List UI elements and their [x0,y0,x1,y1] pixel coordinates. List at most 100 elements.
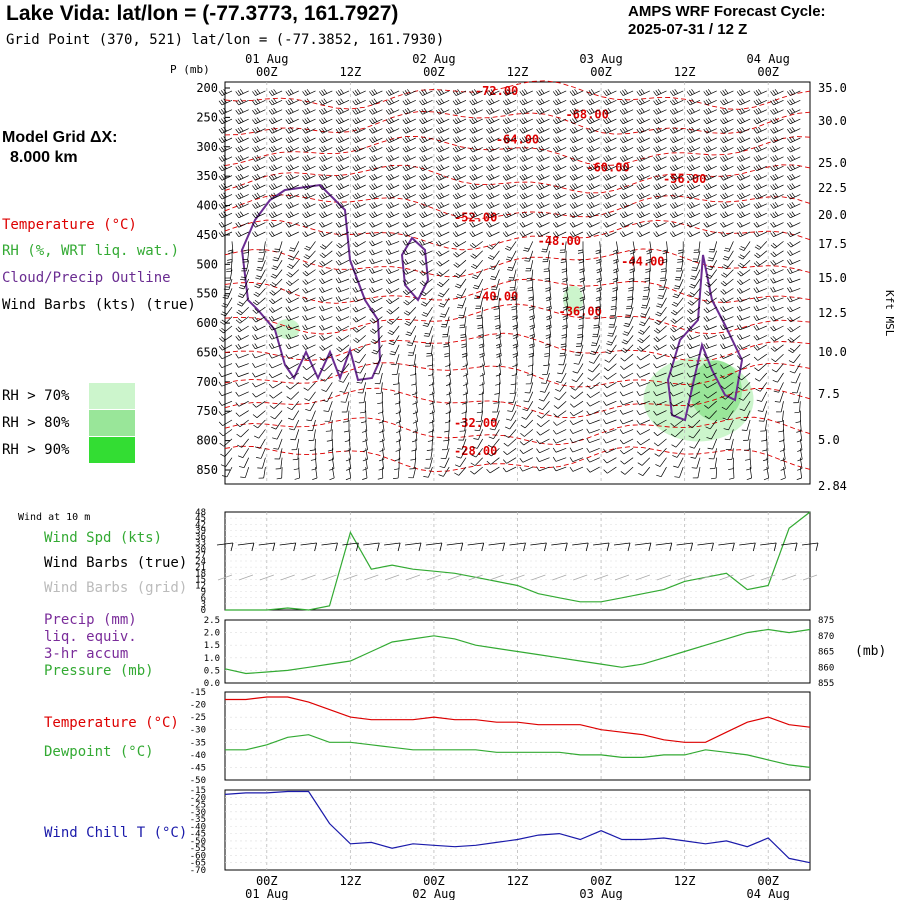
wind-barb-flag [390,89,394,94]
wind-barb-staff [530,372,534,384]
wind-barb-flag [456,456,462,459]
wind-barb-staff [465,354,468,366]
wind-barb-staff [306,363,316,371]
wind-barb [402,173,416,181]
wind-barb-staff [706,212,717,219]
wind-barb-flag [369,157,373,162]
wind-barb [252,192,266,200]
wind-barb-flag [285,334,289,340]
wind-barb [302,305,316,312]
wind-barb [419,89,433,96]
wind-barb-staff [639,99,650,106]
wind-barb-flag [555,174,559,180]
wind-barb-flag [542,248,548,250]
wind-barb-flag [507,145,511,151]
wind-barb-flag [435,194,440,200]
wind-barb-staff [389,297,400,305]
wind-barb [453,259,467,268]
wind-barb-flag [252,326,256,332]
wind-barb-flag [421,193,426,199]
wind-barb [436,269,450,277]
wind-barb-flag [423,335,429,337]
wind-barb-flag [703,204,708,209]
wind-barb-staff [622,400,634,406]
wind-barb [653,126,667,134]
wind-barb-staff [640,438,650,446]
wind-barb-flag [519,91,524,96]
wind-barb [435,98,450,106]
wind-barb-flag [473,145,478,151]
wind-barb-flag [285,147,290,153]
wind-barb [252,325,266,332]
wind-barb [494,382,500,395]
wind-barb-flag [337,369,343,373]
wind-barb-flag [421,90,426,95]
wind-barb [587,372,600,381]
wind-barb-flag [546,317,552,321]
model-grid-info: Model Grid ΔX: 8.000 km [2,128,118,168]
wind-barb-flag [304,221,309,227]
wind-barb-flag [340,202,344,207]
wind-barb [525,372,534,385]
wind-barb-staff [622,156,634,162]
wind-barb [486,89,500,96]
wind-barb [235,173,249,181]
height-tick-label: 5.0 [818,433,840,447]
wind-barb-flag [371,231,375,236]
wind-barb-staff [656,222,667,228]
wind-barb-staff [689,335,701,341]
wind-barb-flag [407,126,411,132]
wind-barb-staff [398,448,401,460]
wind-barb-flag [340,155,344,160]
wind-barb-staff [476,438,484,449]
wind-barb-flag [388,118,392,123]
wind-barb-flag [569,420,574,425]
wind-barb [510,372,517,386]
wind-barb-flag [253,424,258,429]
wind-barb-staff [372,184,383,190]
wind-barb-flag [254,212,258,217]
wind-barb-staff [514,382,517,394]
wind-barb-staff [706,194,717,200]
wind-barb-flag [703,222,708,228]
wind-barb [409,457,417,470]
wind-barb [252,89,266,96]
wind-barb-staff [296,438,300,450]
wind-barb-staff [322,203,333,209]
wind-barb-flag [554,397,560,401]
wind-barb-flag [385,194,390,200]
wind-barb-flag [337,259,342,265]
wind-barb [569,136,584,143]
wind-barb-flag [354,286,359,292]
wind-barb [385,155,400,162]
wind-barb [502,202,517,209]
wind-barb-flag [337,90,342,95]
wind-barb-staff [292,250,300,261]
wind-barb-staff [340,241,350,249]
wind-barb-flag [560,346,566,348]
wind-barb-flag [435,185,440,190]
wind-barb-staff [431,344,433,356]
wind-barb [686,98,701,106]
wind-barb-flag [569,232,574,237]
wind-barb [469,145,483,153]
wind-barb-staff [472,194,483,200]
wind-barb-flag [689,292,695,296]
wind-barb [653,410,667,416]
wind-barb-flag [586,401,591,407]
wind-barb-staff [463,429,467,441]
wind-barb-flag [655,118,660,123]
wind-barb-flag [519,157,524,162]
wind-barb-flag [580,298,586,302]
wind-barb-flag [271,99,275,105]
wind-barb-flag [608,332,614,335]
wind-barb-flag [319,175,323,181]
wind-barb-staff [321,288,333,293]
wind-barb-flag [236,433,241,438]
wind-barb-flag [218,381,222,387]
wind-barb-flag [419,271,424,276]
wind-barb-staff [355,212,366,219]
wind-barb [502,126,517,134]
wind-barb-staff [338,222,350,228]
wind-barb-staff [657,325,667,334]
